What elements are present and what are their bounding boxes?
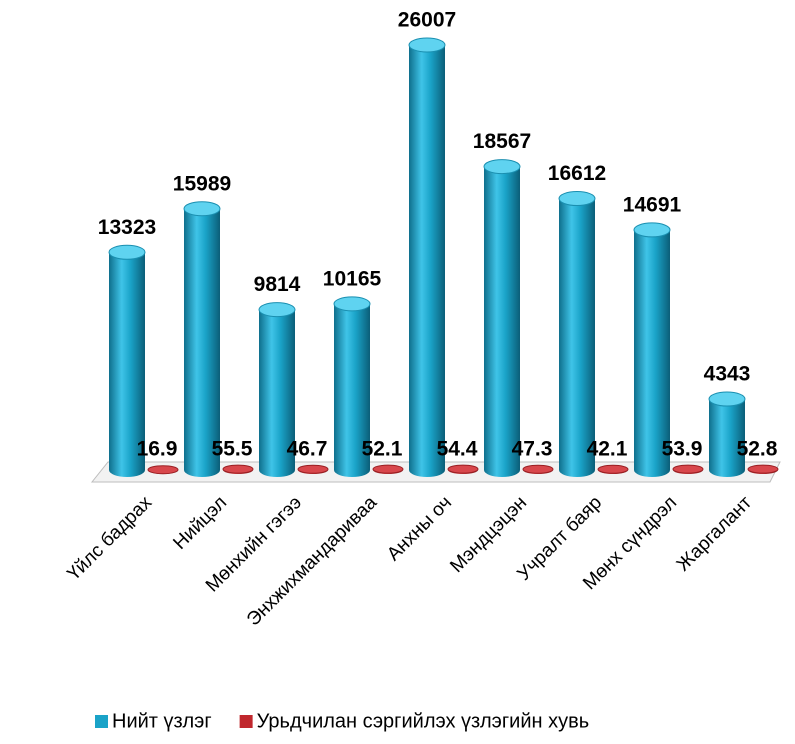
bar	[184, 208, 220, 470]
bar	[559, 198, 595, 471]
x-tick-label: Жаргалант	[673, 492, 757, 576]
bar-top	[258, 302, 296, 318]
bar-base	[184, 463, 220, 477]
value-label: 54.4	[437, 438, 478, 461]
value-label: 26007	[398, 9, 456, 32]
bar-base	[709, 463, 745, 477]
x-tick-label: Энхжихмандариваа	[243, 492, 382, 631]
bar-top	[522, 464, 554, 474]
bar	[709, 399, 745, 470]
bar-top	[333, 296, 371, 312]
bar-base	[484, 463, 520, 477]
value-label: 13323	[98, 216, 156, 239]
value-label: 55.5	[212, 438, 253, 461]
value-label: 16.9	[137, 438, 178, 461]
bar-base	[559, 463, 595, 477]
value-label: 18567	[473, 130, 531, 153]
value-label: 52.8	[737, 438, 778, 461]
value-label: 10165	[323, 267, 382, 290]
bar-top	[483, 159, 521, 175]
bar	[484, 166, 520, 471]
bar-top	[183, 201, 221, 217]
bar-top	[147, 465, 179, 475]
bar-base	[634, 463, 670, 477]
x-tick-label: Нийцэл	[169, 492, 231, 554]
value-label: 47.3	[512, 438, 553, 461]
bar	[259, 309, 295, 470]
bar-top	[222, 464, 254, 474]
bar-base	[409, 463, 445, 477]
x-tick-label: Үйлс бадрах	[64, 492, 157, 585]
value-label: 9814	[254, 273, 301, 296]
bar-top	[408, 37, 446, 53]
x-tick-label: Анхны оч	[383, 492, 456, 565]
legend-label: Урьдчилан сэргийлэх үзлэгийн хувь	[257, 710, 590, 732]
bar-base	[334, 463, 370, 477]
bar-top	[708, 391, 746, 407]
legend-swatch	[239, 715, 253, 728]
bar-top	[447, 464, 479, 474]
value-label: 15989	[173, 172, 231, 195]
bar-top	[558, 191, 596, 207]
legend-swatch	[95, 715, 108, 728]
bar-top	[597, 464, 629, 474]
bar-top	[297, 464, 329, 474]
bar	[634, 229, 670, 470]
value-label: 14691	[623, 193, 682, 216]
bar-base	[109, 463, 145, 477]
legend-label: Нийт үзлэг	[112, 710, 212, 732]
value-label: 46.7	[287, 438, 328, 461]
bar-top	[372, 464, 404, 474]
bar-base	[259, 463, 295, 477]
bar-top	[633, 222, 671, 238]
bar	[409, 45, 445, 470]
value-label: 16612	[548, 162, 606, 185]
value-label: 52.1	[362, 438, 403, 461]
bar-top	[108, 244, 146, 260]
bar	[334, 303, 370, 470]
value-label: 53.9	[662, 438, 703, 461]
bar-top	[672, 464, 704, 474]
value-label: 42.1	[587, 438, 628, 461]
bar-top	[747, 464, 779, 474]
bar	[109, 252, 145, 470]
value-label: 4343	[704, 363, 751, 386]
